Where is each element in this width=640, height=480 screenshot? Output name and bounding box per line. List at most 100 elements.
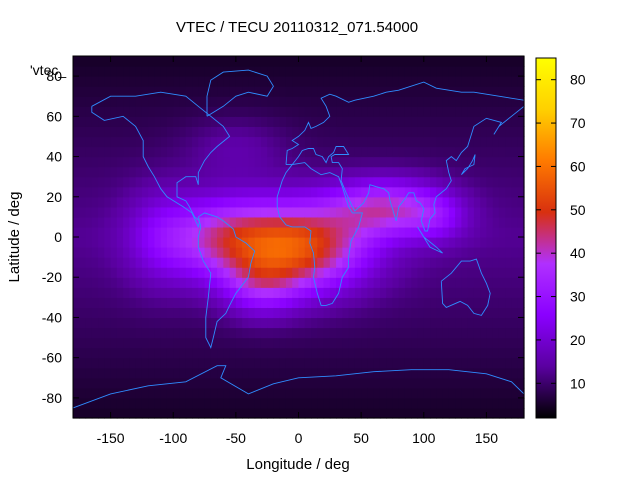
heatmap-cell — [179, 307, 187, 319]
heatmap-cell — [336, 297, 343, 308]
heatmap-cell — [204, 367, 212, 379]
heatmap-cell — [267, 106, 275, 117]
heatmap-cell — [386, 56, 394, 67]
heatmap-cell — [336, 116, 343, 127]
heatmap-cell — [486, 367, 494, 379]
heatmap-cell — [160, 337, 168, 349]
heatmap-cell — [317, 317, 325, 329]
heatmap-cell — [104, 367, 112, 379]
heatmap-cell — [116, 156, 124, 168]
heatmap-cell — [455, 277, 462, 288]
heatmap-cell — [505, 377, 513, 389]
heatmap-cell — [204, 76, 212, 87]
heatmap-cell — [492, 146, 500, 158]
heatmap-cell — [292, 126, 300, 138]
heatmap-cell — [473, 116, 481, 127]
heatmap-cell — [404, 257, 412, 268]
heatmap-cell — [492, 367, 500, 379]
heatmap-cell — [423, 387, 431, 399]
heatmap-cell — [248, 166, 256, 178]
heatmap-cell — [423, 367, 431, 379]
heatmap-cell — [317, 186, 325, 198]
heatmap-cell — [348, 66, 356, 77]
heatmap-cell — [166, 317, 174, 329]
heatmap-cell — [98, 206, 105, 218]
heatmap-cell — [461, 206, 469, 218]
heatmap-cell — [273, 186, 281, 198]
heatmap-cell — [148, 327, 156, 339]
heatmap-cell — [285, 327, 293, 339]
heatmap-cell — [173, 347, 181, 359]
heatmap-cell — [166, 387, 174, 399]
heatmap-cell — [242, 186, 249, 198]
heatmap-cell — [91, 76, 99, 87]
heatmap-cell — [329, 357, 337, 369]
heatmap-cell — [486, 307, 494, 319]
heatmap-cell — [298, 387, 306, 399]
heatmap-cell — [461, 216, 469, 228]
heatmap-cell — [467, 297, 475, 308]
heatmap-cell — [436, 176, 444, 188]
heatmap-cell — [342, 347, 350, 359]
heatmap-cell — [517, 176, 525, 188]
heatmap-cell — [317, 106, 325, 117]
heatmap-cell — [342, 136, 350, 148]
heatmap-cell — [173, 257, 181, 268]
heatmap-cell — [192, 156, 199, 168]
heatmap-cell — [486, 267, 494, 278]
heatmap-cell — [511, 96, 519, 107]
heatmap-cell — [154, 156, 162, 168]
heatmap-cell — [511, 317, 519, 329]
heatmap-cell — [473, 387, 481, 399]
heatmap-cell — [135, 397, 143, 409]
heatmap-cell — [498, 327, 506, 339]
heatmap-cell — [185, 377, 193, 389]
heatmap-cell — [455, 146, 462, 158]
heatmap-cell — [354, 56, 362, 67]
heatmap-cell — [79, 76, 87, 87]
heatmap-cell — [135, 247, 143, 258]
heatmap-cell — [98, 166, 105, 178]
heatmap-cell — [323, 327, 331, 339]
heatmap-cell — [185, 257, 193, 268]
heatmap-cell — [311, 337, 318, 349]
heatmap-cell — [173, 357, 181, 369]
heatmap-cell — [379, 267, 387, 278]
heatmap-cell — [367, 247, 375, 258]
heatmap-cell — [135, 76, 143, 87]
heatmap-cell — [404, 247, 412, 258]
heatmap-cell — [342, 287, 350, 298]
heatmap-cell — [298, 66, 306, 77]
heatmap-cell — [354, 237, 362, 248]
heatmap-cell — [486, 237, 494, 248]
heatmap-cell — [467, 377, 475, 389]
heatmap-cell — [417, 146, 425, 158]
heatmap-cell — [123, 96, 130, 107]
heatmap-cell — [298, 226, 306, 238]
heatmap-cell — [173, 66, 181, 77]
heatmap-cell — [104, 337, 112, 349]
heatmap-cell — [204, 387, 212, 399]
heatmap-cell — [279, 126, 287, 138]
heatmap-cell — [317, 146, 325, 158]
heatmap-cell — [354, 226, 362, 238]
heatmap-cell — [104, 96, 112, 107]
heatmap-cell — [217, 226, 224, 238]
heatmap-cell — [511, 186, 519, 198]
heatmap-cell — [210, 377, 218, 389]
coastline — [197, 212, 256, 349]
heatmap-cell — [498, 377, 506, 389]
heatmap-cell — [473, 407, 481, 419]
heatmap-cell — [379, 237, 387, 248]
heatmap-cell — [473, 307, 481, 319]
heatmap-cell — [317, 166, 325, 178]
heatmap-cell — [141, 247, 149, 258]
heatmap-cell — [311, 357, 318, 369]
heatmap-cell — [135, 237, 143, 248]
heatmap-cell — [235, 397, 243, 409]
heatmap-cell — [260, 317, 268, 329]
heatmap-cell — [505, 267, 513, 278]
heatmap-cell — [511, 106, 519, 117]
heatmap-cell — [235, 257, 243, 268]
